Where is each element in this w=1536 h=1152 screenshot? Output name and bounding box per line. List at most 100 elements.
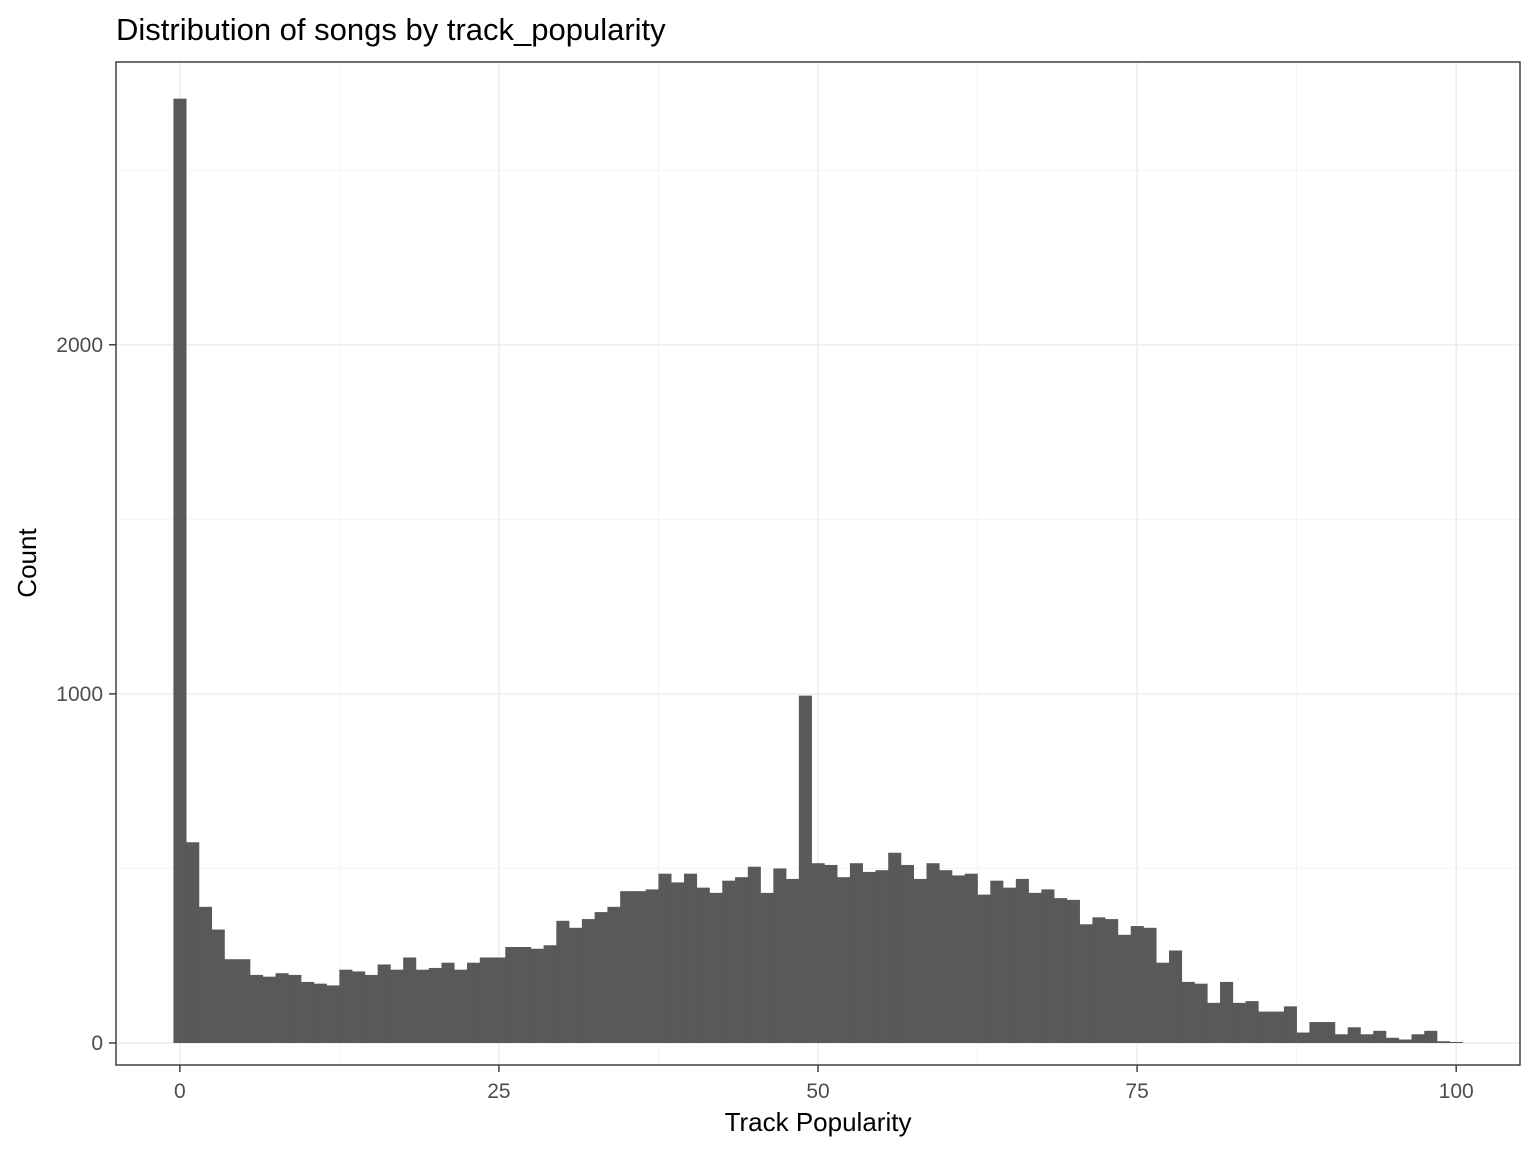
- histogram-bar: [1066, 899, 1080, 1044]
- y-tick-label: 2000: [56, 334, 103, 357]
- histogram-bar: [1156, 962, 1170, 1044]
- histogram-bar: [454, 969, 468, 1044]
- histogram-bar: [1360, 1034, 1374, 1044]
- y-tick-label: 1000: [56, 683, 103, 706]
- histogram-bar: [1232, 1002, 1246, 1044]
- y-tick-label: 0: [91, 1032, 103, 1055]
- histogram-bar: [479, 957, 493, 1044]
- histogram-bar: [939, 870, 953, 1044]
- histogram-bar: [683, 873, 698, 1044]
- y-axis-tick-labels: 0 1000 2000: [56, 334, 103, 1055]
- histogram-bar: [428, 967, 442, 1044]
- x-tick-label: 75: [1125, 1080, 1148, 1103]
- histogram-bar: [262, 976, 276, 1044]
- histogram-bar: [952, 875, 966, 1044]
- histogram-bar: [569, 927, 583, 1044]
- histogram-bar: [709, 892, 723, 1044]
- histogram-bar: [888, 852, 902, 1044]
- histogram-bar: [1258, 1011, 1272, 1044]
- histogram-bar: [543, 945, 557, 1044]
- histogram-bar: [900, 864, 915, 1044]
- histogram-bar: [926, 863, 940, 1044]
- x-axis-ticks: [179, 1065, 1457, 1072]
- histogram-bar: [326, 985, 340, 1044]
- histogram-bar: [403, 957, 417, 1044]
- histogram-bar: [1424, 1030, 1438, 1044]
- histogram-bar: [1347, 1027, 1361, 1044]
- histogram-bar: [849, 863, 863, 1044]
- x-tick-label: 50: [806, 1080, 829, 1103]
- histogram-bar: [594, 912, 608, 1044]
- histogram-bar: [747, 866, 761, 1044]
- histogram-bar: [313, 983, 327, 1044]
- histogram-bar: [645, 889, 659, 1044]
- histogram-bar: [364, 974, 378, 1044]
- histogram-bar: [1041, 889, 1055, 1044]
- histogram-bar: [1334, 1034, 1348, 1044]
- histogram-bar: [1373, 1030, 1387, 1044]
- x-axis-title: Track Popularity: [725, 1107, 912, 1137]
- histogram-bar: [964, 873, 978, 1044]
- histogram-bar: [1309, 1022, 1323, 1044]
- histogram-bar: [505, 947, 519, 1044]
- histogram-bar: [1130, 926, 1144, 1044]
- histogram-bar: [415, 969, 430, 1044]
- histogram-bar: [1105, 919, 1119, 1044]
- histogram-bar: [786, 878, 800, 1044]
- histogram-bar: [1283, 1006, 1297, 1044]
- histogram-bar: [1117, 934, 1132, 1044]
- histogram-bar: [1028, 892, 1042, 1044]
- histogram-bar: [288, 974, 302, 1044]
- histogram-bar: [492, 957, 506, 1044]
- histogram-bar: [1449, 1041, 1463, 1044]
- histogram-bar: [1411, 1034, 1425, 1044]
- histogram-bar: [237, 959, 251, 1044]
- histogram-bar: [760, 892, 774, 1044]
- histogram-bar: [620, 891, 634, 1044]
- histogram-bar: [1079, 924, 1093, 1044]
- histogram-bar: [696, 887, 710, 1044]
- histogram-bar: [224, 959, 238, 1044]
- histogram-bar: [990, 880, 1004, 1044]
- histogram-bar: [607, 906, 621, 1044]
- histogram-bar: [1398, 1039, 1412, 1044]
- chart-title: Distribution of songs by track_popularit…: [116, 12, 666, 47]
- histogram-bar: [301, 981, 315, 1044]
- histogram-bar: [173, 98, 187, 1044]
- histogram-bar: [581, 919, 595, 1044]
- histogram-bar: [211, 929, 225, 1044]
- histogram-bar: [722, 880, 736, 1044]
- histogram-bar: [1207, 1002, 1221, 1044]
- y-axis-ticks: [109, 344, 116, 1044]
- histogram-bar: [773, 868, 787, 1044]
- histogram-bar: [1245, 1001, 1259, 1044]
- histogram-bar: [377, 964, 391, 1044]
- histogram-bar: [1322, 1022, 1336, 1044]
- histogram-bar: [1143, 927, 1157, 1044]
- histogram-bar: [862, 871, 876, 1044]
- y-axis-title: Count: [12, 528, 42, 598]
- histogram-bar: [798, 695, 812, 1044]
- histogram-bar: [1015, 878, 1029, 1044]
- x-tick-label: 100: [1439, 1080, 1474, 1103]
- histogram-bar: [824, 864, 838, 1044]
- histogram-bar: [390, 969, 404, 1044]
- histogram-bar: [556, 920, 570, 1044]
- histogram-bar: [811, 863, 825, 1044]
- histogram-bar: [1220, 981, 1234, 1044]
- histogram-bar: [250, 974, 264, 1044]
- histogram-bar: [671, 882, 685, 1044]
- histogram-bar: [913, 878, 927, 1044]
- histogram-bar: [1181, 981, 1195, 1044]
- histogram-bar: [1169, 950, 1183, 1044]
- histogram-bar: [467, 962, 481, 1044]
- histogram-bar: [1092, 917, 1106, 1044]
- histogram-bar: [1296, 1032, 1310, 1044]
- histogram-bar: [186, 842, 200, 1044]
- x-tick-label: 0: [174, 1080, 186, 1103]
- histogram-bar: [1385, 1037, 1400, 1044]
- histogram-bar: [530, 948, 544, 1044]
- histogram-bar: [352, 971, 366, 1044]
- histogram-bar: [275, 973, 289, 1044]
